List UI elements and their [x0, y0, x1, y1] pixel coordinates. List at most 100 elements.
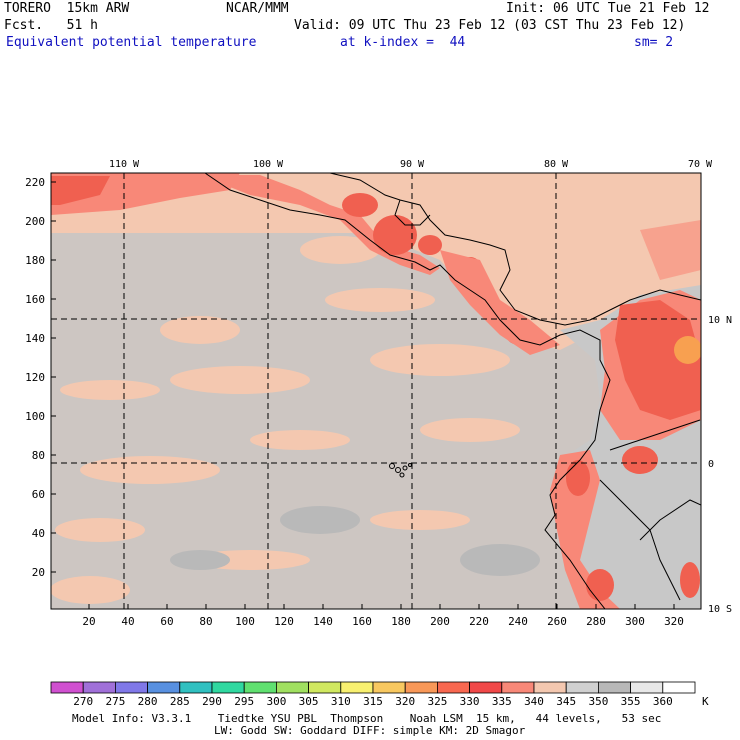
lon-label-110w: 110 W: [109, 159, 140, 170]
country-border-2: [609, 419, 701, 451]
colorbar-label: 290: [202, 695, 222, 708]
colorbar-label: 335: [492, 695, 512, 708]
colorbar-swatch: [115, 681, 149, 694]
colorbar-label: 345: [556, 695, 576, 708]
lat-lon-grid: [51, 173, 701, 609]
shading-pacific-coast-warm: [200, 175, 440, 275]
colorbar-label: 270: [73, 695, 93, 708]
y-tick-label: 80: [32, 449, 45, 462]
colorbar-swatch: [533, 681, 567, 694]
shading-andes-warm: [550, 450, 620, 609]
x-tick-label: 280: [586, 615, 606, 628]
lon-label-70w: 70 W: [688, 159, 713, 170]
field-name: Equivalent potential temperature: [6, 35, 257, 50]
y-tick-label: 60: [32, 488, 45, 501]
x-tick-label: 160: [352, 615, 372, 628]
colorbar-label: 280: [138, 695, 158, 708]
colorbar-swatch: [436, 681, 470, 694]
x-tick-label: 200: [430, 615, 450, 628]
colorbar-unit: K: [702, 695, 709, 708]
model-info-line1: Model Info: V3.3.1 Tiedtke YSU PBL Thomp…: [72, 712, 662, 725]
colorbar-swatch: [630, 681, 664, 694]
colorbar-swatch: [340, 681, 374, 694]
x-tick-label: 240: [508, 615, 528, 628]
x-tick-label: 40: [121, 615, 134, 628]
y-tick-label: 40: [32, 527, 45, 540]
x-tick-label: 120: [274, 615, 294, 628]
colorbar-swatch: [243, 681, 277, 694]
colorbar-label: 295: [234, 695, 254, 708]
shading-ocean-cool: [170, 506, 540, 576]
shading-north-hot: [51, 176, 110, 205]
valid-time: Valid: 09 UTC Thu 23 Feb 12 (03 CST Thu …: [294, 18, 686, 33]
forecast-hour: Fcst. 51 h: [4, 18, 98, 33]
axis-ticks: [51, 181, 675, 609]
colorbar-label: 300: [266, 695, 286, 708]
field-shading: [51, 173, 701, 609]
lon-label-90w: 90 W: [400, 159, 425, 170]
y-tick-label: 160: [25, 293, 45, 306]
x-tick-label: 80: [199, 615, 212, 628]
colorbar-swatch: [662, 681, 696, 694]
colorbar-label: 305: [299, 695, 319, 708]
caribbean-coastline: [329, 173, 701, 326]
shading-ocean-patches: [51, 236, 520, 604]
colorbar-swatch: [147, 681, 181, 694]
colorbar-label: 350: [588, 695, 608, 708]
colorbar-label: 325: [427, 695, 447, 708]
colorbar-swatch: [179, 681, 213, 694]
yucatan-border: [394, 199, 431, 226]
colorbar-label: 355: [621, 695, 641, 708]
shading-caribbean: [640, 220, 701, 280]
colorbar-label: 315: [363, 695, 383, 708]
shading-andes-hot: [566, 446, 700, 601]
colorbar-label: 320: [395, 695, 415, 708]
smoothing-label: sm= 2: [634, 35, 674, 50]
lat-label-10s: 10 S: [708, 604, 732, 615]
y-tick-label: 20: [32, 566, 45, 579]
x-tick-label: 100: [235, 615, 255, 628]
y-tick-label: 220: [25, 176, 45, 189]
model-info-line2: LW: Godd SW: Goddard DIFF: simple KM: 2D…: [214, 724, 526, 737]
x-tick-label: 180: [391, 615, 411, 628]
x-tick-label: 260: [547, 615, 567, 628]
y-tick-label: 200: [25, 215, 45, 228]
shading-colombia-max: [674, 336, 701, 364]
colorbar-swatch: [404, 681, 438, 694]
galapagos-islands: [389, 463, 412, 478]
x-tick-label: 60: [160, 615, 173, 628]
lon-label-100w: 100 W: [253, 159, 284, 170]
pacific-coastline: [204, 173, 611, 609]
colorbar: [50, 681, 696, 694]
colorbar-swatch: [469, 681, 503, 694]
x-tick-label: 20: [82, 615, 95, 628]
x-tick-label: 300: [625, 615, 645, 628]
y-tick-label: 140: [25, 332, 45, 345]
country-border-3: [599, 479, 681, 601]
coastlines: [204, 173, 701, 609]
colorbar-label: 330: [460, 695, 480, 708]
colorbar-label: 275: [105, 695, 125, 708]
center-label: NCAR/MMM: [226, 1, 289, 16]
colorbar-swatch: [372, 681, 406, 694]
colorbar-swatch: [501, 681, 535, 694]
colorbar-label: 340: [524, 695, 544, 708]
x-tick-label: 140: [313, 615, 333, 628]
colorbar-swatch: [50, 681, 84, 694]
lat-label-10n: 10 N: [708, 315, 732, 326]
model-title: TORERO 15km ARW: [4, 1, 130, 16]
y-tick-label: 180: [25, 254, 45, 267]
level-label: at k-index = 44: [340, 35, 466, 50]
colorbar-label: 310: [331, 695, 351, 708]
y-tick-label: 100: [25, 410, 45, 423]
x-tick-label: 220: [469, 615, 489, 628]
colorbar-label: 360: [653, 695, 673, 708]
colorbar-label: 285: [170, 695, 190, 708]
colorbar-swatch: [308, 681, 342, 694]
colorbar-swatch: [565, 681, 599, 694]
plot-frame: [50, 172, 702, 610]
lat-label-0: 0: [708, 459, 714, 470]
init-time: Init: 06 UTC Tue 21 Feb 12: [506, 1, 710, 16]
shading-isthmus: [440, 250, 560, 355]
